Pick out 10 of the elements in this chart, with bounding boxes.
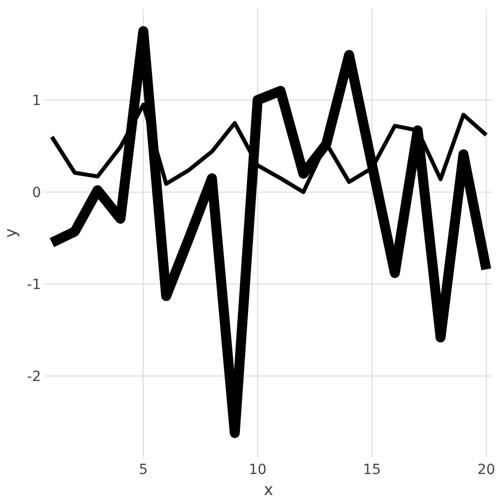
x-tick-label: 5 bbox=[138, 462, 148, 478]
x-tick-label: 15 bbox=[363, 462, 381, 478]
x-tick-label: 10 bbox=[248, 462, 267, 478]
y-tick-label: 1 bbox=[32, 92, 41, 109]
y-tick-label: -2 bbox=[27, 368, 41, 385]
x-tick-label: 20 bbox=[477, 462, 496, 478]
x-axis-title: x bbox=[264, 480, 274, 499]
y-axis-title: y bbox=[1, 228, 20, 238]
y-tick-label: 0 bbox=[32, 184, 41, 201]
y-tick-label: -1 bbox=[27, 276, 41, 293]
